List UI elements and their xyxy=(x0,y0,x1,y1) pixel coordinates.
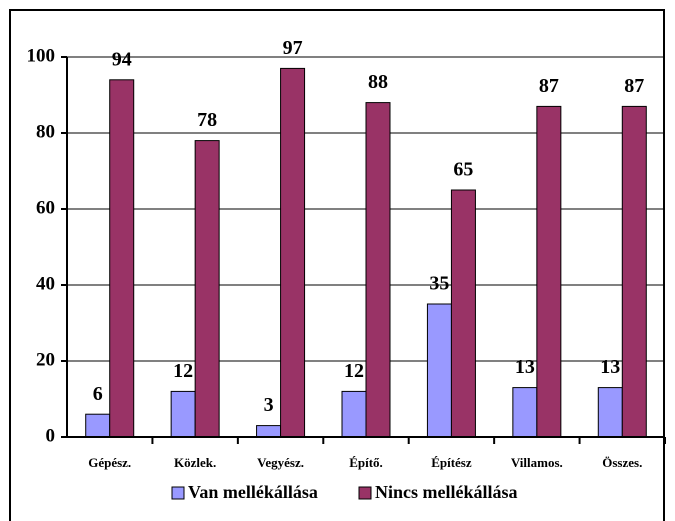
x-tick-label: Közlek. xyxy=(174,455,216,470)
legend-swatch xyxy=(358,486,372,500)
y-tick-label: 0 xyxy=(46,425,56,446)
x-tick-label: Építész xyxy=(431,455,472,470)
bar xyxy=(85,413,111,438)
y-tick-label: 100 xyxy=(27,45,56,66)
value-label: 87 xyxy=(539,75,559,97)
x-tick-label: Vegyész. xyxy=(257,455,304,470)
bar xyxy=(450,189,476,438)
bar xyxy=(621,105,647,438)
bar xyxy=(194,140,220,438)
bar xyxy=(256,425,282,438)
bar xyxy=(365,102,391,438)
value-label: 12 xyxy=(344,360,364,382)
value-label: 12 xyxy=(173,360,193,382)
chart-border xyxy=(9,9,665,521)
value-label: 88 xyxy=(368,71,388,93)
bar xyxy=(341,390,367,438)
value-label: 94 xyxy=(112,48,132,70)
value-label: 97 xyxy=(283,37,303,59)
legend-swatch xyxy=(171,486,185,500)
bar xyxy=(597,387,623,438)
value-label: 13 xyxy=(515,356,535,378)
x-tick-label: Gépész. xyxy=(88,455,131,470)
value-label: 6 xyxy=(93,383,103,405)
bar xyxy=(170,390,196,438)
legend-label: Nincs mellékállása xyxy=(375,482,518,502)
value-label: 65 xyxy=(453,159,473,181)
bar xyxy=(280,67,306,438)
y-tick-label: 80 xyxy=(36,121,55,142)
value-label: 3 xyxy=(264,394,274,416)
value-label: 35 xyxy=(429,273,449,295)
x-tick-label: Építő. xyxy=(349,455,383,470)
y-tick-label: 60 xyxy=(36,197,55,218)
bar xyxy=(426,303,452,438)
value-label: 87 xyxy=(624,75,644,97)
bar xyxy=(536,105,562,438)
legend-label: Van mellékállása xyxy=(188,482,318,502)
bar xyxy=(512,387,538,438)
x-tick-label: Összes. xyxy=(602,455,642,470)
value-label: 78 xyxy=(197,109,217,131)
y-tick-label: 40 xyxy=(36,273,55,294)
bar xyxy=(109,79,135,438)
value-label: 13 xyxy=(600,356,620,378)
x-tick-label: Villamos. xyxy=(511,455,563,470)
y-tick-label: 20 xyxy=(36,349,55,370)
